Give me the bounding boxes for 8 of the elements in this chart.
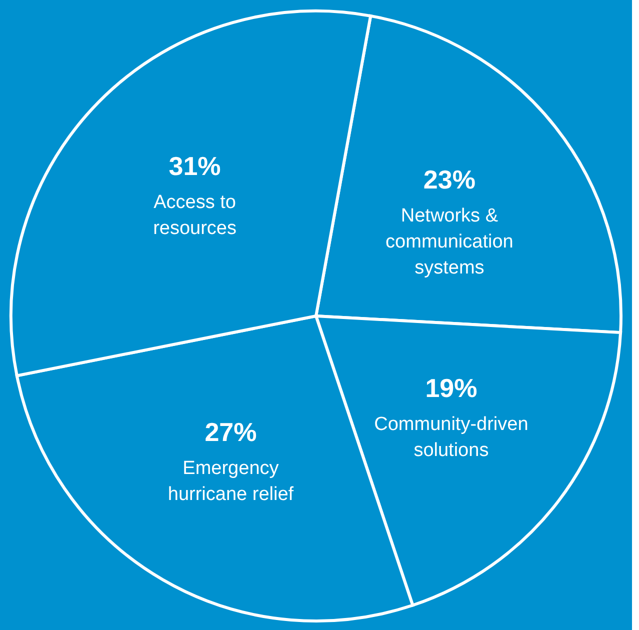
data-label: 23%: [423, 164, 476, 195]
slice-label: Networks & communication systems: [386, 206, 514, 279]
data-label: 27%: [204, 417, 257, 448]
data-label: 19%: [425, 373, 478, 404]
slice-label: Community-driven solutions: [374, 414, 528, 462]
slice-label: Access to resources: [153, 192, 236, 239]
slice-label: Emergency hurricane relief: [168, 458, 294, 506]
data-label: 31%: [168, 150, 221, 181]
